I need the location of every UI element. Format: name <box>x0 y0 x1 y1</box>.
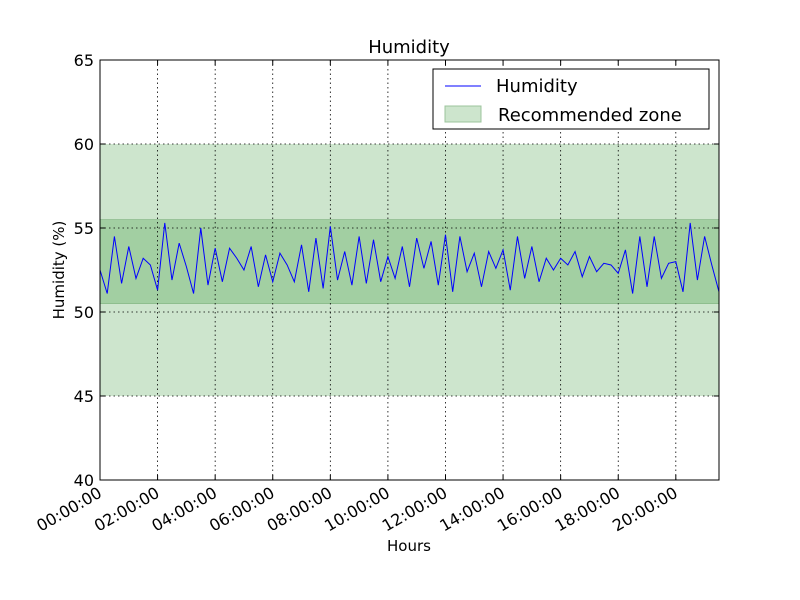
x-tick-label-6: 12:00:00 <box>379 483 451 535</box>
x-tick-label-5: 10:00:00 <box>321 483 393 535</box>
plot-frame <box>99 59 720 481</box>
y-tick-label-5: 65 <box>74 51 94 70</box>
x-tick-label-2: 04:00:00 <box>148 483 220 535</box>
x-tick-label-1: 02:00:00 <box>91 483 163 535</box>
y-tick-label-0: 40 <box>74 471 94 490</box>
x-tick-label-3: 06:00:00 <box>206 483 278 535</box>
x-tick-label-8: 16:00:00 <box>494 483 566 535</box>
y-axis-label: Humidity (%) <box>50 221 68 320</box>
legend-zone-label: Recommended zone <box>498 105 682 126</box>
ticks-group <box>99 59 719 481</box>
legend: Humidity Recommended zone <box>432 68 710 130</box>
band-1 <box>100 219 719 304</box>
series-group <box>99 222 720 294</box>
x-axis-label: Hours <box>387 537 431 555</box>
y-tick-label-4: 60 <box>74 135 94 154</box>
y-tick-label-1: 45 <box>74 387 94 406</box>
x-tick-label-7: 14:00:00 <box>436 483 508 535</box>
y-tick-label-2: 50 <box>74 303 94 322</box>
chart-title: Humidity <box>368 37 450 58</box>
legend-zone-swatch <box>444 105 482 123</box>
x-tick-label-9: 18:00:00 <box>552 483 624 535</box>
y-tick-label-3: 55 <box>74 219 94 238</box>
x-tick-label-10: 20:00:00 <box>609 483 681 535</box>
x-tick-labels: 00:00:0002:00:0004:00:0006:00:0008:00:00… <box>33 483 681 535</box>
series-line-0 <box>99 222 720 294</box>
x-tick-label-4: 08:00:00 <box>264 483 336 535</box>
y-tick-labels: 40 45 50 55 60 65 <box>74 51 94 490</box>
recommended-zone-bands <box>100 144 719 396</box>
x-tick-label-0: 00:00:00 <box>33 483 105 535</box>
legend-humidity-label: Humidity <box>496 76 578 97</box>
